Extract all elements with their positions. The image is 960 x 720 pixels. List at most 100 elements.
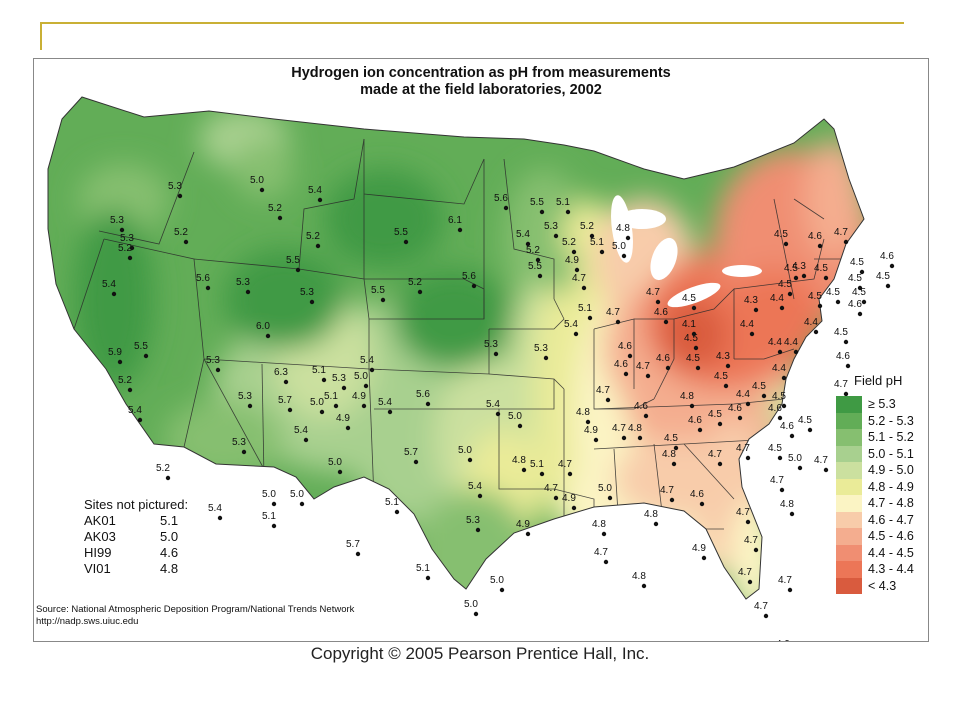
station-dot [777, 415, 783, 421]
station-value: 5.1 [416, 563, 430, 574]
station-value: 5.3 [534, 343, 548, 354]
station-value: 4.5 [876, 271, 890, 282]
station-value: 6.3 [274, 367, 288, 378]
station-value: 5.5 [286, 255, 300, 266]
station-marker: 5.2 [562, 237, 576, 255]
station-marker: 5.3 [300, 287, 314, 305]
station-dot [127, 255, 133, 261]
station-value: 5.6 [494, 193, 508, 204]
station-marker: 4.6 [768, 403, 783, 421]
station-marker: 4.7 [606, 307, 620, 325]
station-marker: 4.6 [836, 351, 850, 369]
station-marker: 5.2 [156, 463, 170, 481]
station-dot [783, 241, 789, 247]
station-dot [380, 297, 386, 303]
station-marker: 5.0 [310, 397, 324, 415]
station-value: 4.8 [512, 455, 526, 466]
legend-swatch [836, 445, 862, 462]
station-marker: 4.6 [848, 299, 862, 317]
station-marker: 5.6 [196, 273, 210, 291]
source-text: Source: National Atmospheric Deposition … [36, 604, 355, 615]
site-id: AK01 [84, 513, 116, 528]
station-value: 5.2 [118, 375, 132, 386]
station-marker: 4.7 [572, 273, 586, 291]
station-dot [605, 397, 611, 403]
station-marker: 4.5 [848, 273, 862, 291]
station-marker: 4.5 [772, 391, 786, 409]
station-dot [607, 495, 613, 501]
legend-swatch [836, 396, 862, 413]
station-marker: 4.3 [716, 351, 730, 369]
station-marker: 6.1 [448, 215, 462, 233]
station-value: 4.7 [770, 475, 784, 486]
station-value: 5.1 [578, 303, 592, 314]
station-dot [697, 427, 703, 433]
station-value: 5.0 [612, 241, 626, 252]
station-dot [245, 289, 251, 295]
station-marker: 5.0 [464, 599, 479, 617]
station-value: 5.4 [564, 319, 578, 330]
station-value: 5.0 [464, 599, 478, 610]
station-marker: 4.5 [768, 443, 782, 461]
station-dot [861, 299, 867, 305]
station-marker: 4.6 [880, 251, 894, 269]
station-marker: 4.7 [708, 449, 722, 467]
station-value: 5.3 [206, 355, 220, 366]
station-dot [753, 547, 759, 553]
station-marker: 5.0 [788, 453, 802, 471]
station-marker: 4.8 [628, 423, 642, 441]
legend-item: 4.5 - 4.6 [836, 528, 928, 545]
station-dot [745, 401, 751, 407]
station-value: 5.3 [110, 215, 124, 226]
station-marker: 4.6 [614, 359, 629, 377]
station-value: 5.0 [508, 411, 522, 422]
station-marker: 4.5 [684, 333, 698, 351]
station-marker: 4.6 [728, 403, 742, 421]
station-dot [695, 365, 701, 371]
legend-swatch [836, 412, 862, 429]
station-dot [599, 249, 605, 255]
station-dot [129, 245, 135, 251]
station-marker: 5.2 [580, 221, 594, 239]
station-value: 5.7 [404, 447, 418, 458]
site-value: 5.1 [160, 513, 179, 528]
station-value: 5.2 [408, 277, 422, 288]
station-dot [787, 587, 793, 593]
station-marker: 5.4 [378, 397, 392, 415]
station-dot [341, 385, 347, 391]
station-dot [369, 367, 375, 373]
legend-item: 5.1 - 5.2 [836, 429, 928, 446]
station-marker: 5.3 [238, 391, 252, 409]
station-value: 4.5 [814, 263, 828, 274]
station-value: 5.0 [788, 453, 802, 464]
station-marker: 4.9 [692, 543, 706, 561]
station-value: 4.8 [662, 449, 676, 460]
station-dot [315, 243, 321, 249]
station-dot [623, 371, 629, 377]
station-value: 4.6 [848, 299, 862, 310]
station-dot [717, 421, 723, 427]
station-dot [593, 437, 599, 443]
station-marker: 4.5 [708, 409, 723, 427]
station-value: 4.3 [716, 351, 730, 362]
station-dot [691, 305, 697, 311]
source-url[interactable]: http://nadp.sws.uiuc.edu [36, 616, 139, 627]
site-row: HI99 4.6 [84, 545, 188, 561]
station-dot [691, 331, 697, 337]
legend-label: 4.7 - 4.8 [868, 496, 914, 511]
station-dot [413, 459, 419, 465]
station-dot [471, 283, 477, 289]
station-value: 5.2 [562, 237, 576, 248]
station-dot [761, 393, 767, 399]
station-value: 5.0 [328, 457, 342, 468]
station-dot [553, 495, 559, 501]
station-marker: 5.3 [484, 339, 498, 357]
station-value: 4.5 [808, 291, 822, 302]
ph-map: 5.35.35.35.25.25.05.45.25.25.55.6 5.35.45… [47, 96, 894, 641]
station-marker: 5.1 [385, 497, 399, 515]
station-value: 5.4 [378, 397, 392, 408]
station-dot [277, 215, 283, 221]
station-marker: 4.4 [784, 337, 798, 355]
station-value: 4.7 [558, 459, 572, 470]
station-dot [473, 611, 479, 617]
